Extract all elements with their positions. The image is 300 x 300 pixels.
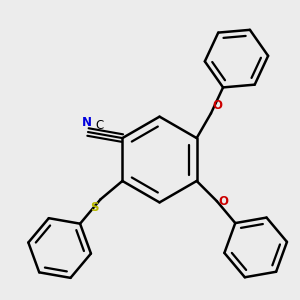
Text: O: O (213, 99, 223, 112)
Text: C: C (95, 119, 104, 132)
Text: O: O (218, 195, 229, 208)
Text: S: S (90, 201, 99, 214)
Text: N: N (81, 116, 92, 130)
